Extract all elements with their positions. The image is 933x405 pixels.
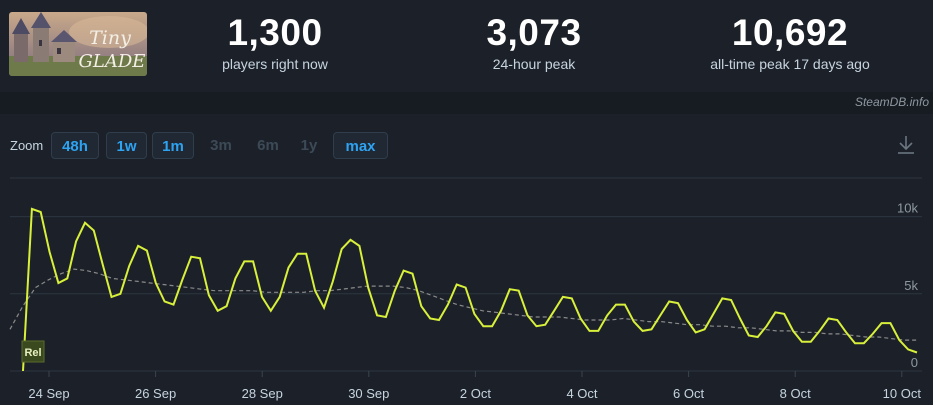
stat-label: players right now [222,56,328,72]
y-tick-label: 10k [897,201,918,216]
x-axis-labels: 24 Sep 26 Sep 28 Sep 30 Sep 2 Oct 4 Oct 6 Oct 8… [28,371,921,401]
y-axis-labels: 10k 5k 0 [897,201,918,370]
player-count-chart[interactable]: 10k 5k 0 24 Sep 26 Sep 28 Sep 30 Sep 2 Oct 4 Oc… [0,170,933,405]
stat-value: 1,300 [227,12,323,53]
game-thumbnail[interactable]: Tiny GLADE [9,12,147,76]
steamdb-credit[interactable]: SteamDB.info [854,95,929,109]
average-series-line [9,268,917,341]
stat-all-time-peak: 10,692 all-time peak 17 days ago [690,10,890,72]
header: Tiny GLADE 1,300 players right now 3,073… [0,0,933,92]
zoom-max-button[interactable]: max [333,132,388,159]
players-series-line [22,207,918,372]
zoom-1y-button[interactable]: 1y [300,137,318,154]
x-tick-label: 26 Sep [135,386,176,401]
chart-panel [0,114,933,405]
x-tick-label: 10 Oct [883,386,922,401]
x-tick-label: 4 Oct [566,386,597,401]
zoom-48h-button[interactable]: 48h [51,132,99,159]
stat-label: 24-hour peak [492,56,576,72]
x-tick-label: 28 Sep [242,386,283,401]
stat-24h-peak: 3,073 24-hour peak [464,10,604,72]
x-tick-label: 24 Sep [28,386,69,401]
release-marker-box [21,340,45,363]
zoom-6m-button[interactable]: 6m [257,137,279,154]
logo-text-tiny: Tiny [89,27,131,49]
tiny-glade-logo-image: Tiny GLADE [9,12,147,76]
x-tick-label: 30 Sep [348,386,389,401]
x-tick-label: 6 Oct [673,386,704,401]
chart-grid [10,177,922,372]
x-tick-label: 8 Oct [780,386,811,401]
y-tick-label: 5k [904,278,918,293]
stat-value: 3,073 [486,12,582,53]
stat-label: all-time peak 17 days ago [710,56,870,72]
logo-text-glade: GLADE [79,51,146,72]
zoom-1m-button[interactable]: 1m [152,132,194,159]
zoom-1w-button[interactable]: 1w [106,132,147,159]
stat-value: 10,692 [731,12,849,53]
zoom-3m-button[interactable]: 3m [210,137,232,154]
stat-players-now: 1,300 players right now [205,10,345,72]
separator-band [0,92,933,114]
release-marker-label: Rel [24,347,41,359]
download-icon[interactable] [895,134,917,161]
x-tick-label: 2 Oct [460,386,491,401]
zoom-label: Zoom [10,138,44,153]
y-tick-label: 0 [911,355,918,370]
release-marker[interactable]: Rel [21,340,45,363]
